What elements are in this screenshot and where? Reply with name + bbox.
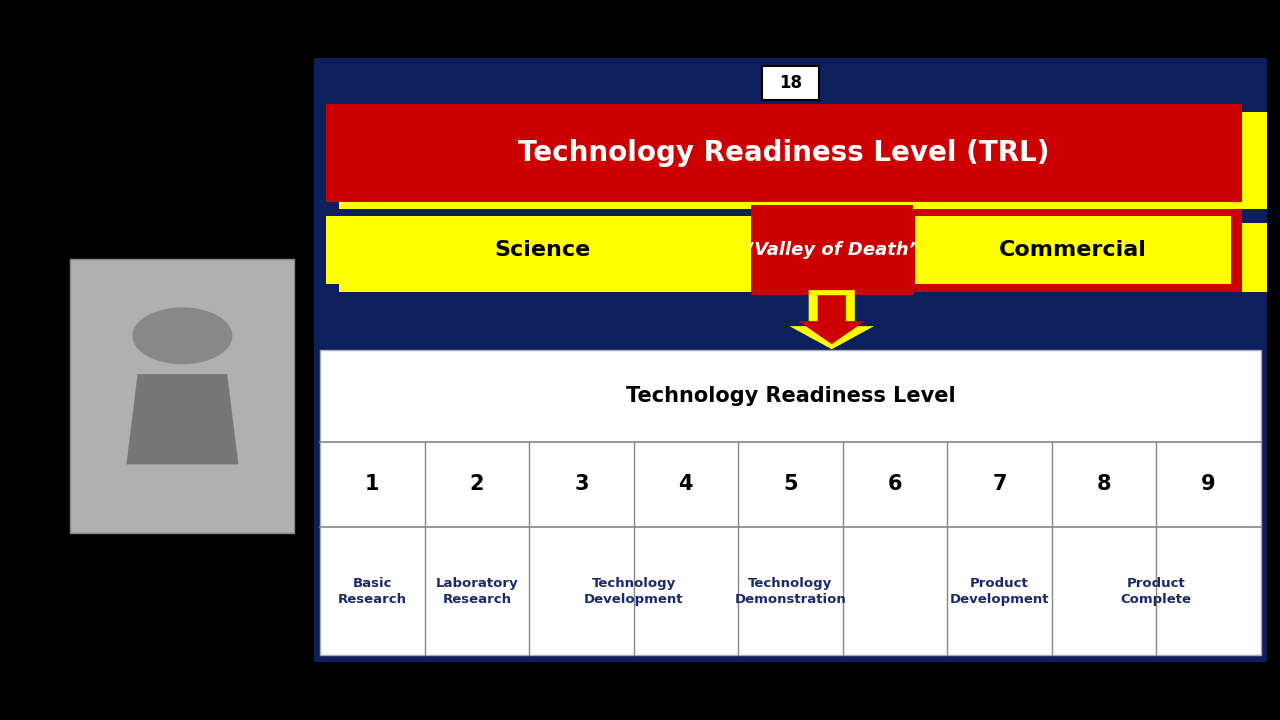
FancyBboxPatch shape bbox=[326, 104, 1242, 202]
FancyBboxPatch shape bbox=[909, 209, 1242, 292]
Polygon shape bbox=[790, 290, 874, 349]
Text: Product
Development: Product Development bbox=[950, 577, 1050, 606]
Text: Commercial: Commercial bbox=[998, 240, 1147, 260]
FancyBboxPatch shape bbox=[750, 205, 913, 295]
Polygon shape bbox=[127, 374, 238, 464]
Text: 18: 18 bbox=[780, 74, 801, 92]
Text: 1: 1 bbox=[365, 474, 379, 494]
Text: 3: 3 bbox=[575, 474, 589, 494]
Text: Technology
Development: Technology Development bbox=[584, 577, 684, 606]
Text: Technology Readiness Level (TRL): Technology Readiness Level (TRL) bbox=[518, 139, 1050, 167]
Text: Science: Science bbox=[495, 240, 591, 260]
Text: 7: 7 bbox=[992, 474, 1006, 494]
FancyBboxPatch shape bbox=[339, 112, 1267, 209]
Text: 5: 5 bbox=[783, 474, 797, 494]
Text: 8: 8 bbox=[1097, 474, 1111, 494]
FancyBboxPatch shape bbox=[762, 66, 819, 100]
Circle shape bbox=[133, 308, 232, 364]
Polygon shape bbox=[799, 295, 865, 344]
FancyBboxPatch shape bbox=[339, 223, 1267, 292]
Text: Technology
Demonstration: Technology Demonstration bbox=[735, 577, 846, 606]
FancyBboxPatch shape bbox=[320, 350, 1261, 655]
FancyBboxPatch shape bbox=[326, 216, 759, 284]
FancyBboxPatch shape bbox=[70, 259, 294, 533]
Text: ‘Valley of Death’: ‘Valley of Death’ bbox=[748, 241, 916, 259]
Text: Technology Readiness Level: Technology Readiness Level bbox=[626, 386, 955, 405]
Text: 6: 6 bbox=[888, 474, 902, 494]
FancyBboxPatch shape bbox=[314, 58, 1267, 662]
Text: Basic
Research: Basic Research bbox=[338, 577, 407, 606]
Text: Laboratory
Research: Laboratory Research bbox=[435, 577, 518, 606]
FancyBboxPatch shape bbox=[915, 216, 1231, 284]
Text: 4: 4 bbox=[678, 474, 692, 494]
Text: 9: 9 bbox=[1201, 474, 1216, 494]
Text: 2: 2 bbox=[470, 474, 484, 494]
Text: Product
Complete: Product Complete bbox=[1121, 577, 1192, 606]
FancyBboxPatch shape bbox=[326, 216, 1242, 284]
